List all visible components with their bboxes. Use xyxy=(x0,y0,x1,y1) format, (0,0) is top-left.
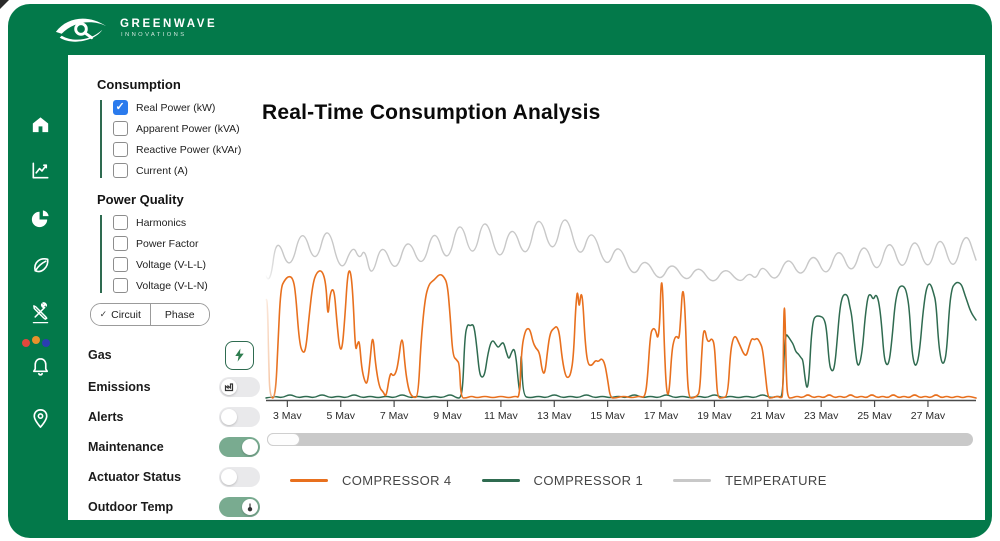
svg-text:11 May: 11 May xyxy=(484,410,518,419)
page-title: Real-Time Consumption Analysis xyxy=(262,101,601,124)
line-chart-icon xyxy=(31,161,49,179)
toggle-row-actuator-status: Actuator Status xyxy=(88,462,260,492)
svg-text:19 May: 19 May xyxy=(697,410,732,419)
greenwave-logo-icon xyxy=(55,18,107,42)
sidebar-item-reports[interactable] xyxy=(20,198,60,238)
checkbox-box[interactable] xyxy=(113,257,128,272)
leaf-icon xyxy=(33,257,49,272)
checkbox-box[interactable] xyxy=(113,215,128,230)
svg-text:5 May: 5 May xyxy=(326,410,355,419)
badge-red xyxy=(22,339,30,347)
checkbox-box[interactable] xyxy=(113,236,128,251)
checkbox-apparent-power[interactable]: Apparent Power (kVA) xyxy=(113,121,241,136)
sidebar-item-sustainability[interactable] xyxy=(20,245,60,285)
checkbox-voltage-vll[interactable]: Voltage (V-L-L) xyxy=(113,257,208,272)
actuator-status-switch[interactable] xyxy=(219,467,260,487)
outdoor-temp-switch[interactable] xyxy=(219,497,260,517)
segment-circuit[interactable]: ✓ Circuit xyxy=(91,304,151,325)
legend-swatch-green xyxy=(481,479,520,482)
svg-text:13 May: 13 May xyxy=(537,410,572,419)
bell-icon xyxy=(32,357,48,376)
consumption-chart[interactable]: 3 May 5 May 7 May 9 May 11 May 13 May 15 May 17… xyxy=(263,197,979,422)
window-corner-artifact xyxy=(0,0,9,9)
alerts-switch[interactable] xyxy=(219,407,260,427)
thermometer-icon xyxy=(247,503,253,512)
toggle-row-alerts: Alerts xyxy=(88,402,260,432)
sidebar-item-analytics[interactable] xyxy=(20,150,60,190)
svg-text:3 May: 3 May xyxy=(273,410,302,419)
lightning-icon xyxy=(235,348,244,362)
brand-name: GREENWAVE xyxy=(120,18,218,30)
sidebar-item-locations[interactable] xyxy=(20,398,60,438)
gas-lightning-button[interactable] xyxy=(225,340,254,370)
tools-icon xyxy=(32,301,48,323)
emissions-switch[interactable] xyxy=(219,377,260,397)
toggle-row-gas: Gas xyxy=(88,338,260,372)
maintenance-switch[interactable] xyxy=(219,437,260,457)
toggle-row-emissions: Emissions xyxy=(88,372,260,402)
svg-text:17 May: 17 May xyxy=(644,410,679,419)
brand-logo[interactable]: GREENWAVE INNOVATIONS xyxy=(52,8,217,48)
checkbox-reactive-power[interactable]: Reactive Power (kVAr) xyxy=(113,142,241,157)
legend-swatch-gray xyxy=(673,479,712,482)
consumption-section-title: Consumption xyxy=(97,77,181,92)
svg-text:21 May: 21 May xyxy=(751,410,786,419)
sidebar-nav xyxy=(18,104,62,438)
badge-orange xyxy=(32,336,40,344)
legend-item-compressor-1[interactable]: COMPRESSOR 1 xyxy=(481,473,644,488)
toggle-row-maintenance: Maintenance xyxy=(88,432,260,462)
power-quality-section-title: Power Quality xyxy=(97,192,184,207)
chart-plot-area[interactable]: 3 May 5 May 7 May 9 May 11 May 13 May 15 May 17… xyxy=(263,197,979,422)
time-range-slider[interactable] xyxy=(267,433,973,446)
consumption-checkbox-group: Real Power (kW) Apparent Power (kVA) Rea… xyxy=(100,100,241,178)
power-quality-checkbox-group: Harmonics Power Factor Voltage (V-L-L) V… xyxy=(100,215,208,293)
content-card: Consumption Real Power (kW) Apparent Pow… xyxy=(68,55,985,520)
check-icon: ✓ xyxy=(99,309,108,319)
notification-badges xyxy=(22,336,50,347)
factory-icon xyxy=(224,383,234,392)
checkbox-box[interactable] xyxy=(113,121,128,136)
svg-text:25 May: 25 May xyxy=(857,410,892,419)
svg-text:27 May: 27 May xyxy=(911,410,946,419)
svg-text:15 May: 15 May xyxy=(590,410,625,419)
brand-tagline: INNOVATIONS xyxy=(121,32,187,38)
legend-swatch-orange xyxy=(290,479,328,482)
legend-item-compressor-4[interactable]: COMPRESSOR 4 xyxy=(290,473,452,488)
chart-legend: COMPRESSOR 4 COMPRESSOR 1 TEMPERATURE xyxy=(290,473,827,488)
segment-phase[interactable]: Phase xyxy=(150,304,209,325)
circuit-phase-toggle: ✓ Circuit Phase xyxy=(90,303,210,326)
checkbox-harmonics[interactable]: Harmonics xyxy=(113,215,208,230)
sidebar-item-maintenance[interactable] xyxy=(20,292,60,332)
home-icon xyxy=(32,116,48,132)
checkbox-box[interactable] xyxy=(113,163,128,178)
svg-text:23 May: 23 May xyxy=(804,410,839,419)
checkbox-voltage-vln[interactable]: Voltage (V-L-N) xyxy=(113,278,208,293)
slider-thumb[interactable] xyxy=(267,433,300,446)
badge-blue xyxy=(42,339,50,347)
checkbox-box[interactable] xyxy=(113,142,128,157)
svg-text:7 May: 7 May xyxy=(380,410,409,419)
checkbox-box[interactable] xyxy=(113,100,128,115)
checkbox-real-power[interactable]: Real Power (kW) xyxy=(113,100,241,115)
checkbox-current[interactable]: Current (A) xyxy=(113,163,241,178)
sidebar-item-home[interactable] xyxy=(20,104,60,144)
location-pin-icon xyxy=(32,408,48,428)
checkbox-box[interactable] xyxy=(113,278,128,293)
sidebar-item-alerts[interactable] xyxy=(20,336,60,386)
toggle-row-outdoor-temp: Outdoor Temp xyxy=(88,492,260,522)
svg-text:9 May: 9 May xyxy=(433,410,462,419)
legend-item-temperature[interactable]: TEMPERATURE xyxy=(673,473,827,488)
pie-chart-icon xyxy=(31,209,49,227)
feature-toggles: Gas Emissions Alerts Maintenance Act xyxy=(88,338,260,522)
checkbox-power-factor[interactable]: Power Factor xyxy=(113,236,208,251)
